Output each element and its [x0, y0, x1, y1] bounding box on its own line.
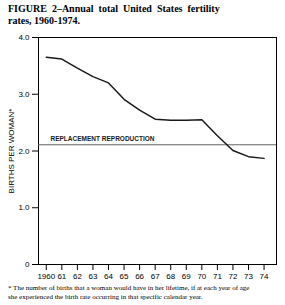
svg-text:3.0: 3.0 [18, 90, 30, 99]
svg-text:2.0: 2.0 [18, 147, 30, 156]
svg-text:70: 70 [197, 272, 206, 281]
svg-text:0: 0 [25, 260, 30, 269]
svg-text:73: 73 [244, 272, 253, 281]
svg-text:REPLACEMENT REPRODUCTION: REPLACEMENT REPRODUCTION [51, 135, 155, 142]
svg-text:65: 65 [120, 272, 129, 281]
svg-text:64: 64 [104, 272, 113, 281]
svg-text:67: 67 [151, 272, 160, 281]
svg-text:66: 66 [135, 272, 144, 281]
html-text:* The number of births that a: * The number of births that a woman woul… [8, 284, 250, 301]
svg-text:63: 63 [88, 272, 97, 281]
svg-text:61: 61 [57, 272, 66, 281]
svg-text:72: 72 [228, 272, 237, 281]
svg-text:69: 69 [182, 272, 191, 281]
html-text:FIGURE 2–Annual total United S: FIGURE 2–Annual total United States fert… [8, 3, 220, 26]
svg-text:1.0: 1.0 [18, 203, 30, 212]
svg-text:BIRTHS PER WOMAN*: BIRTHS PER WOMAN* [7, 109, 16, 194]
svg-text:1960: 1960 [37, 272, 55, 281]
svg-text:62: 62 [73, 272, 82, 281]
svg-text:74: 74 [260, 272, 269, 281]
svg-text:4.0: 4.0 [18, 33, 30, 42]
svg-text:71: 71 [213, 272, 222, 281]
svg-text:68: 68 [166, 272, 175, 281]
